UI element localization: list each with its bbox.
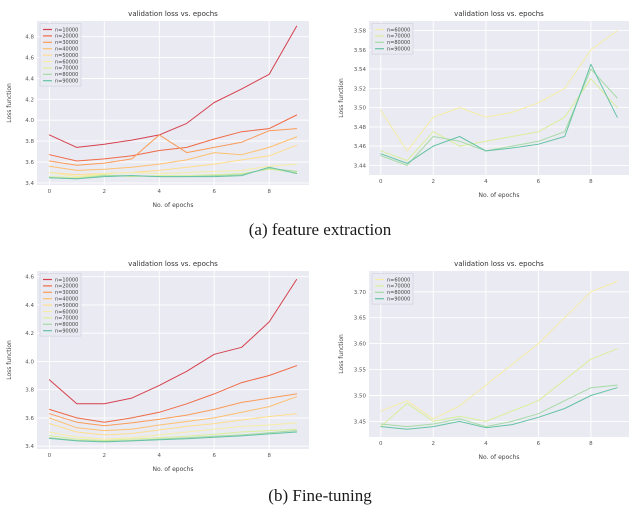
svg-text:n=80000: n=80000 — [55, 322, 78, 328]
svg-text:n=50000: n=50000 — [55, 303, 78, 309]
svg-text:6: 6 — [537, 179, 541, 185]
svg-text:validation loss vs. epochs: validation loss vs. epochs — [128, 10, 218, 18]
svg-text:n=70000: n=70000 — [55, 66, 78, 72]
svg-text:n=90000: n=90000 — [55, 329, 78, 335]
svg-text:3.60: 3.60 — [354, 342, 367, 348]
svg-text:3.50: 3.50 — [354, 106, 367, 112]
svg-text:8: 8 — [589, 441, 593, 447]
svg-text:n=10000: n=10000 — [55, 27, 78, 33]
svg-text:4.6: 4.6 — [25, 275, 34, 281]
svg-text:4.0: 4.0 — [25, 359, 34, 365]
svg-text:n=80000: n=80000 — [387, 40, 410, 46]
svg-text:4: 4 — [158, 453, 162, 459]
svg-text:3.44: 3.44 — [354, 163, 367, 169]
svg-text:4.2: 4.2 — [25, 331, 34, 337]
paper-figure: 3.4 3.6 3.8 4.0 4.2 4.4 4.6 4.8 0 2 4 6 8 n=10000 n=20… — [0, 6, 640, 505]
svg-text:8: 8 — [267, 453, 271, 459]
svg-text:n=60000: n=60000 — [55, 59, 78, 65]
svg-text:n=30000: n=30000 — [55, 290, 78, 296]
svg-text:3.70: 3.70 — [354, 290, 367, 296]
chart-fine-tuning-all-n: 3.4 3.6 3.8 4.0 4.2 4.4 4.6 0 2 4 6 8 n=10000n=20000… — [4, 256, 316, 474]
caption-a: (a) feature extraction — [248, 220, 392, 239]
svg-text:3.58: 3.58 — [354, 29, 367, 35]
svg-text:6: 6 — [212, 189, 216, 195]
svg-text:Loss function: Loss function — [6, 340, 13, 380]
svg-text:0: 0 — [379, 179, 383, 185]
svg-text:n=70000: n=70000 — [387, 284, 410, 290]
svg-text:3.52: 3.52 — [354, 86, 366, 92]
svg-text:3.4: 3.4 — [25, 444, 34, 450]
svg-text:2: 2 — [103, 189, 107, 195]
svg-text:6: 6 — [212, 453, 216, 459]
svg-text:No. of epochs: No. of epochs — [479, 192, 520, 199]
svg-text:n=80000: n=80000 — [387, 290, 410, 296]
svg-text:Loss function: Loss function — [338, 334, 345, 374]
svg-text:8: 8 — [589, 179, 593, 185]
svg-text:4.4: 4.4 — [25, 303, 34, 309]
svg-text:validation loss vs. epochs: validation loss vs. epochs — [128, 260, 218, 268]
chart-feature-extraction-all-n: 3.4 3.6 3.8 4.0 4.2 4.4 4.6 4.8 0 2 4 6 8 n=10000n=20… — [4, 6, 316, 210]
svg-text:n=90000: n=90000 — [387, 47, 410, 53]
svg-text:4.6: 4.6 — [25, 56, 34, 62]
svg-text:3.6: 3.6 — [25, 160, 34, 166]
svg-text:4: 4 — [484, 179, 488, 185]
svg-text:2: 2 — [432, 179, 436, 185]
svg-text:n=30000: n=30000 — [55, 40, 78, 46]
svg-text:3.4: 3.4 — [25, 181, 34, 187]
svg-text:validation loss vs. epochs: validation loss vs. epochs — [454, 260, 544, 268]
svg-text:n=40000: n=40000 — [55, 297, 78, 303]
svg-text:3.56: 3.56 — [354, 48, 367, 54]
svg-text:3.65: 3.65 — [354, 316, 367, 322]
svg-text:8: 8 — [267, 189, 271, 195]
svg-text:n=20000: n=20000 — [55, 284, 78, 290]
svg-text:3.46: 3.46 — [354, 144, 367, 150]
svg-text:0: 0 — [48, 453, 52, 459]
svg-text:n=70000: n=70000 — [387, 34, 410, 40]
svg-text:3.8: 3.8 — [25, 139, 34, 145]
svg-text:6: 6 — [537, 441, 541, 447]
svg-text:validation loss vs. epochs: validation loss vs. epochs — [454, 10, 544, 18]
svg-text:4.4: 4.4 — [25, 77, 34, 83]
svg-text:3.45: 3.45 — [354, 419, 367, 425]
svg-text:No. of epochs: No. of epochs — [153, 202, 194, 209]
svg-text:n=60000: n=60000 — [55, 309, 78, 315]
svg-text:Loss function: Loss function — [338, 78, 345, 118]
svg-text:n=40000: n=40000 — [55, 47, 78, 53]
svg-text:n=90000: n=90000 — [55, 79, 78, 85]
svg-text:2: 2 — [432, 441, 436, 447]
svg-text:3.54: 3.54 — [354, 67, 367, 73]
figure-row-fine-tuning: 3.4 3.6 3.8 4.0 4.2 4.4 4.6 0 2 4 6 8 n=10000 n=20000… — [0, 256, 640, 474]
svg-text:3.6: 3.6 — [25, 416, 34, 422]
svg-text:4.8: 4.8 — [25, 35, 34, 41]
svg-text:2: 2 — [103, 453, 107, 459]
svg-text:n=50000: n=50000 — [55, 53, 78, 59]
caption-b: (b) Fine-tuning — [268, 486, 372, 505]
svg-text:4: 4 — [484, 441, 488, 447]
svg-text:4: 4 — [158, 189, 162, 195]
svg-text:n=20000: n=20000 — [55, 34, 78, 40]
svg-text:3.8: 3.8 — [25, 388, 34, 394]
svg-text:3.55: 3.55 — [354, 368, 367, 374]
chart-feature-extraction-large-n: 3.44 3.46 3.48 3.50 3.52 3.54 3.56 3.58 0 2 4 6 8 n=6… — [336, 6, 636, 200]
svg-text:No. of epochs: No. of epochs — [153, 466, 194, 473]
svg-text:n=60000: n=60000 — [387, 27, 410, 33]
svg-text:n=70000: n=70000 — [55, 316, 78, 322]
svg-text:Loss function: Loss function — [6, 83, 13, 123]
svg-text:n=10000: n=10000 — [55, 277, 78, 283]
svg-text:No. of epochs: No. of epochs — [479, 454, 520, 461]
svg-text:3.50: 3.50 — [354, 394, 367, 400]
svg-text:n=60000: n=60000 — [387, 277, 410, 283]
svg-text:0: 0 — [48, 189, 52, 195]
svg-text:n=80000: n=80000 — [55, 72, 78, 78]
svg-text:n=90000: n=90000 — [387, 297, 410, 303]
svg-text:4.0: 4.0 — [25, 118, 34, 124]
svg-text:3.48: 3.48 — [354, 125, 367, 131]
chart-fine-tuning-large-n: 3.45 3.50 3.55 3.60 3.65 3.70 0 2 4 6 8 n=60000n=70… — [336, 256, 636, 462]
figure-row-feature-extraction: 3.4 3.6 3.8 4.0 4.2 4.4 4.6 4.8 0 2 4 6 8 n=10000 n=20… — [0, 6, 640, 210]
svg-text:0: 0 — [379, 441, 383, 447]
svg-text:4.2: 4.2 — [25, 97, 34, 103]
